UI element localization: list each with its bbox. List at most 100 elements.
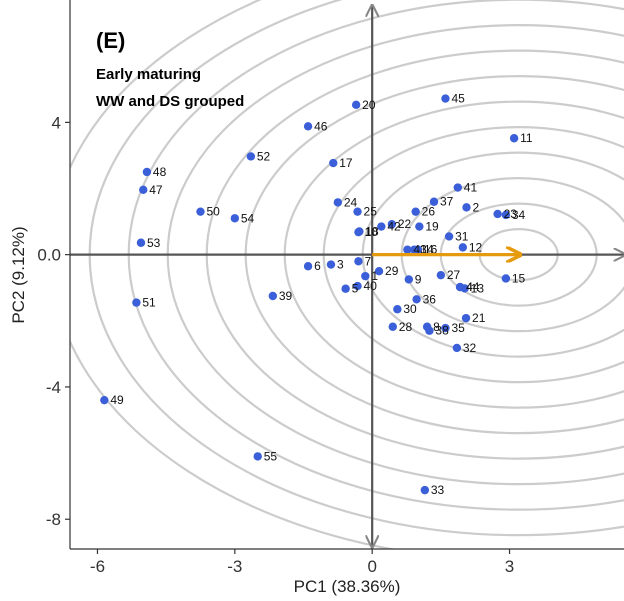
y-axis-title: PC2 (9.12%) xyxy=(9,226,28,323)
y-axis-ticks: -8 -4 0.0 4 xyxy=(37,113,70,529)
data-point-30 xyxy=(393,305,402,314)
point-label-48: 48 xyxy=(153,165,167,179)
data-point-37 xyxy=(429,197,439,206)
data-point-35 xyxy=(441,323,450,333)
data-point-39 xyxy=(268,291,278,301)
data-point-2 xyxy=(462,203,471,212)
y-tick-label: 4 xyxy=(52,113,61,132)
point-label-1: 1 xyxy=(371,269,378,283)
data-point-16 xyxy=(413,245,423,254)
point-label-22: 22 xyxy=(398,217,412,231)
data-point-23 xyxy=(493,209,502,219)
point-label-19: 19 xyxy=(425,220,439,234)
point-label-10: 10 xyxy=(364,225,378,239)
point-label-30: 30 xyxy=(403,302,417,316)
data-point-21 xyxy=(461,313,471,323)
data-point-20 xyxy=(351,100,361,110)
point-label-53: 53 xyxy=(147,236,161,250)
data-point-11 xyxy=(509,134,519,143)
point-label-45: 45 xyxy=(451,92,465,106)
data-point-25 xyxy=(353,207,362,216)
point-label-44: 44 xyxy=(466,280,480,294)
data-point-19 xyxy=(415,222,424,231)
point-label-42: 42 xyxy=(387,220,401,234)
point-label-54: 54 xyxy=(241,211,255,225)
y-tick-label: 0.0 xyxy=(37,246,61,265)
point-label-52: 52 xyxy=(257,149,271,163)
point-label-13: 13 xyxy=(471,281,485,295)
data-point-6 xyxy=(303,262,313,271)
point-label-15: 15 xyxy=(512,271,526,285)
point-label-35: 35 xyxy=(451,321,465,335)
data-point-52 xyxy=(246,152,256,161)
point-label-17: 17 xyxy=(339,156,353,170)
data-point-5 xyxy=(341,284,350,293)
data-points xyxy=(100,94,519,495)
data-point-15 xyxy=(501,274,511,283)
point-label-31: 31 xyxy=(455,229,469,243)
data-point-34 xyxy=(501,210,511,220)
data-point-18 xyxy=(355,227,364,236)
data-point-29 xyxy=(374,266,384,276)
data-point-43 xyxy=(403,245,412,254)
data-point-42 xyxy=(377,222,386,231)
x-tick-label: -3 xyxy=(227,557,242,576)
x-tick-label: 3 xyxy=(505,557,514,576)
data-point-1 xyxy=(361,271,370,281)
point-label-28: 28 xyxy=(399,320,413,334)
contour-ellipse xyxy=(70,0,398,549)
data-point-41 xyxy=(453,183,462,192)
point-label-26: 26 xyxy=(422,205,436,219)
data-point-32 xyxy=(452,343,462,353)
data-point-46 xyxy=(303,122,313,131)
data-point-54 xyxy=(230,214,240,223)
data-point-55 xyxy=(253,452,262,461)
data-point-7 xyxy=(354,257,363,266)
point-label-8: 8 xyxy=(433,320,440,334)
point-label-38: 38 xyxy=(435,324,449,338)
point-label-47: 47 xyxy=(149,183,163,197)
point-label-5: 5 xyxy=(352,282,359,296)
x-axis-title: PC1 (38.36%) xyxy=(294,577,401,596)
y-tick-label: -4 xyxy=(46,378,61,397)
data-point-38 xyxy=(425,326,434,335)
point-label-34: 34 xyxy=(512,208,526,222)
panel-label: (E) xyxy=(96,28,125,53)
point-label-20: 20 xyxy=(362,98,376,112)
annotation-line-1: Early maturing xyxy=(96,66,201,83)
x-tick-label: 0 xyxy=(367,557,376,576)
point-label-18: 18 xyxy=(365,225,379,239)
data-point-51 xyxy=(132,298,141,307)
annotation-line-2: WW and DS grouped xyxy=(96,93,244,110)
data-point-36 xyxy=(412,295,421,304)
point-label-29: 29 xyxy=(385,264,399,278)
data-point-27 xyxy=(436,270,446,280)
y-tick-label: -8 xyxy=(46,510,61,529)
contour-circles xyxy=(70,0,624,549)
point-label-46: 46 xyxy=(314,119,328,133)
data-point-53 xyxy=(136,238,146,247)
data-point-9 xyxy=(404,275,414,284)
data-point-22 xyxy=(387,220,397,229)
data-point-33 xyxy=(420,485,430,495)
point-label-50: 50 xyxy=(206,205,220,219)
x-tick-label: -6 xyxy=(90,557,105,576)
data-point-48 xyxy=(142,167,152,177)
data-point-17 xyxy=(329,158,338,168)
point-label-49: 49 xyxy=(110,393,124,407)
point-label-40: 40 xyxy=(364,279,378,293)
data-point-40 xyxy=(353,281,362,291)
point-label-11: 11 xyxy=(520,131,533,145)
data-point-49 xyxy=(100,395,109,405)
point-label-41: 41 xyxy=(464,181,478,195)
point-label-36: 36 xyxy=(423,292,437,306)
point-label-51: 51 xyxy=(142,296,156,310)
x-axis-ticks: -6 -3 0 3 xyxy=(90,549,514,576)
data-point-24 xyxy=(333,198,343,207)
point-label-37: 37 xyxy=(440,195,454,209)
point-label-12: 12 xyxy=(469,240,483,254)
point-label-9: 9 xyxy=(415,272,422,286)
data-point-12 xyxy=(458,243,468,252)
